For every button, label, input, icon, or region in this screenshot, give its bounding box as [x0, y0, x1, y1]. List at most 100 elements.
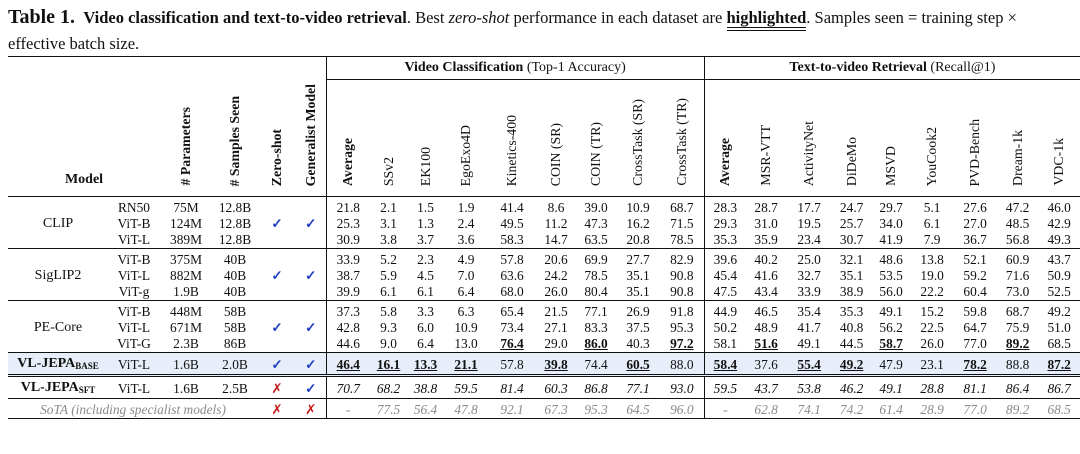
- tvr-value: 89.2: [997, 398, 1039, 419]
- vc-value: 1.9: [444, 196, 489, 216]
- col-tvr-average: Average: [717, 137, 733, 186]
- tvr-value: 32.1: [832, 248, 872, 268]
- vc-value: 8.6: [536, 196, 577, 216]
- tvr-value: 78.2: [953, 352, 998, 376]
- model-arch: ViT-L: [108, 352, 160, 376]
- tvr-value: 60.4: [963, 284, 987, 299]
- vc-value: 81.4: [488, 374, 537, 399]
- model-params: 671M: [170, 320, 202, 335]
- vc-value: 26.0: [544, 284, 568, 299]
- vc-value: 70.7: [326, 374, 371, 399]
- tvr-value: 49.1: [797, 336, 821, 351]
- vc-value: 47.8: [444, 398, 489, 419]
- tvr-value: 50.9: [1047, 268, 1071, 283]
- model-arch: ViT-B: [117, 216, 151, 231]
- vc-value: 63.6: [500, 268, 524, 283]
- model-params: 389M: [170, 232, 202, 247]
- check-icon: ✓: [296, 352, 327, 376]
- vc-value: 44.6: [336, 336, 360, 351]
- tvr-value: 68.7: [997, 300, 1039, 320]
- table-row: ViT-L 389M 12.8B 30.9 3.8 3.7 3.6 58.3 14.7 63.5 2…: [8, 232, 1080, 249]
- sota-label: SoTA (including specialist models): [8, 398, 258, 419]
- vc-value: 29.0: [544, 336, 568, 351]
- tvr-value: 5.1: [911, 196, 954, 216]
- vc-value: 68.2: [370, 374, 408, 399]
- vc-value: 67.3: [536, 398, 577, 419]
- tvr-value: 35.4: [786, 300, 833, 320]
- col-vc: CrossTask (SR): [630, 99, 646, 186]
- vc-value: 37.5: [626, 320, 650, 335]
- model-params: 75M: [160, 196, 212, 216]
- tvr-value: 23.4: [797, 232, 821, 247]
- tvr-value: 37.6: [746, 352, 787, 376]
- tvr-value: 43.7: [746, 374, 787, 399]
- tvr-value: 22.5: [920, 320, 944, 335]
- tvr-value: 36.7: [963, 232, 987, 247]
- tvr-value: 29.3: [703, 216, 747, 232]
- tvr-value: 6.1: [923, 216, 941, 231]
- vc-value: 14.7: [544, 232, 568, 247]
- vc-value: 2.4: [457, 216, 475, 231]
- vc-value: 82.9: [660, 248, 705, 268]
- cross-icon: ✗: [258, 398, 296, 419]
- tvr-value: 24.7: [832, 196, 872, 216]
- tvr-value: 38.9: [839, 284, 864, 299]
- tvr-value: 22.2: [920, 284, 944, 299]
- vc-value: 41.4: [488, 196, 537, 216]
- vc-value: 21.1: [444, 352, 489, 376]
- tvr-value: 48.5: [1005, 216, 1030, 231]
- caption-zero-shot: zero-shot: [448, 8, 510, 27]
- model-samples: 58B: [212, 300, 258, 320]
- vc-value: 78.5: [670, 232, 694, 247]
- tvr-value: 31.0: [754, 216, 778, 231]
- vc-value: 3.7: [417, 232, 434, 247]
- vc-value: 30.9: [336, 232, 360, 247]
- check-icon: ✓: [296, 248, 327, 301]
- tvr-value: 40.2: [746, 248, 787, 268]
- model-samples: 86B: [223, 336, 247, 351]
- column-header-row: Model # Parameters # Samples Seen Zero-s…: [8, 79, 1080, 197]
- tvr-value: 40.8: [839, 320, 864, 335]
- vc-value: 21.8: [326, 196, 371, 216]
- vc-value: 3.1: [380, 216, 397, 231]
- tvr-value: 44.5: [839, 336, 864, 351]
- table-row: SigLIP2 ViT-B 375M 40B ✓ ✓ 33.9 5.2 2.3 4.9 57.8 20…: [8, 248, 1080, 301]
- tvr-value: 62.8: [746, 398, 787, 419]
- col-vc-average: Average: [340, 137, 356, 186]
- vc-value: 86.8: [576, 374, 617, 399]
- vc-value: 74.4: [576, 352, 617, 376]
- model-arch: ViT-B: [108, 248, 160, 268]
- vc-value: 47.3: [584, 216, 608, 231]
- tvr-value: 28.3: [703, 196, 747, 216]
- tvr-value: 58.7: [879, 336, 903, 351]
- tvr-value: 87.2: [1038, 352, 1080, 376]
- vc-value: 6.1: [417, 284, 434, 299]
- vc-value: 83.3: [584, 320, 608, 335]
- vc-value: 38.8: [407, 374, 445, 399]
- tvr-value: 29.7: [871, 196, 912, 216]
- tvr-value: 44.9: [703, 300, 747, 320]
- vc-value: 13.3: [407, 352, 445, 376]
- tvr-value: 13.8: [911, 248, 954, 268]
- tvr-value: 61.4: [871, 398, 912, 419]
- vc-value: 6.3: [444, 300, 489, 320]
- tvr-value: 53.8: [786, 374, 833, 399]
- check-icon: ✓: [258, 352, 296, 376]
- vc-value: 38.7: [336, 268, 360, 283]
- table-caption: Table 1. Video classification and text-t…: [8, 4, 1074, 57]
- vc-value: 57.8: [488, 352, 537, 376]
- tvr-value: 41.9: [879, 232, 903, 247]
- vc-value: 4.9: [444, 248, 489, 268]
- col-model: Model: [64, 172, 104, 187]
- caption-highlighted: highlighted: [726, 8, 807, 28]
- table-title: Video classification and text-to-video r…: [83, 8, 407, 27]
- tvr-value: 7.9: [923, 232, 941, 247]
- cross-icon: ✗: [296, 398, 327, 419]
- tvr-value: 46.0: [1038, 196, 1080, 216]
- vc-value: -: [326, 398, 371, 419]
- caption-text: performance in each dataset are: [509, 8, 727, 27]
- vljepa-sft-row: VL-JEPASFT ViT-L 1.6B 2.5B ✗ ✓ 70.7 68.2 38.8 59.…: [8, 374, 1080, 399]
- vc-value: 27.1: [544, 320, 568, 335]
- model-family: PE-Core: [8, 300, 108, 353]
- col-tvr: VDC-1k: [1051, 138, 1067, 186]
